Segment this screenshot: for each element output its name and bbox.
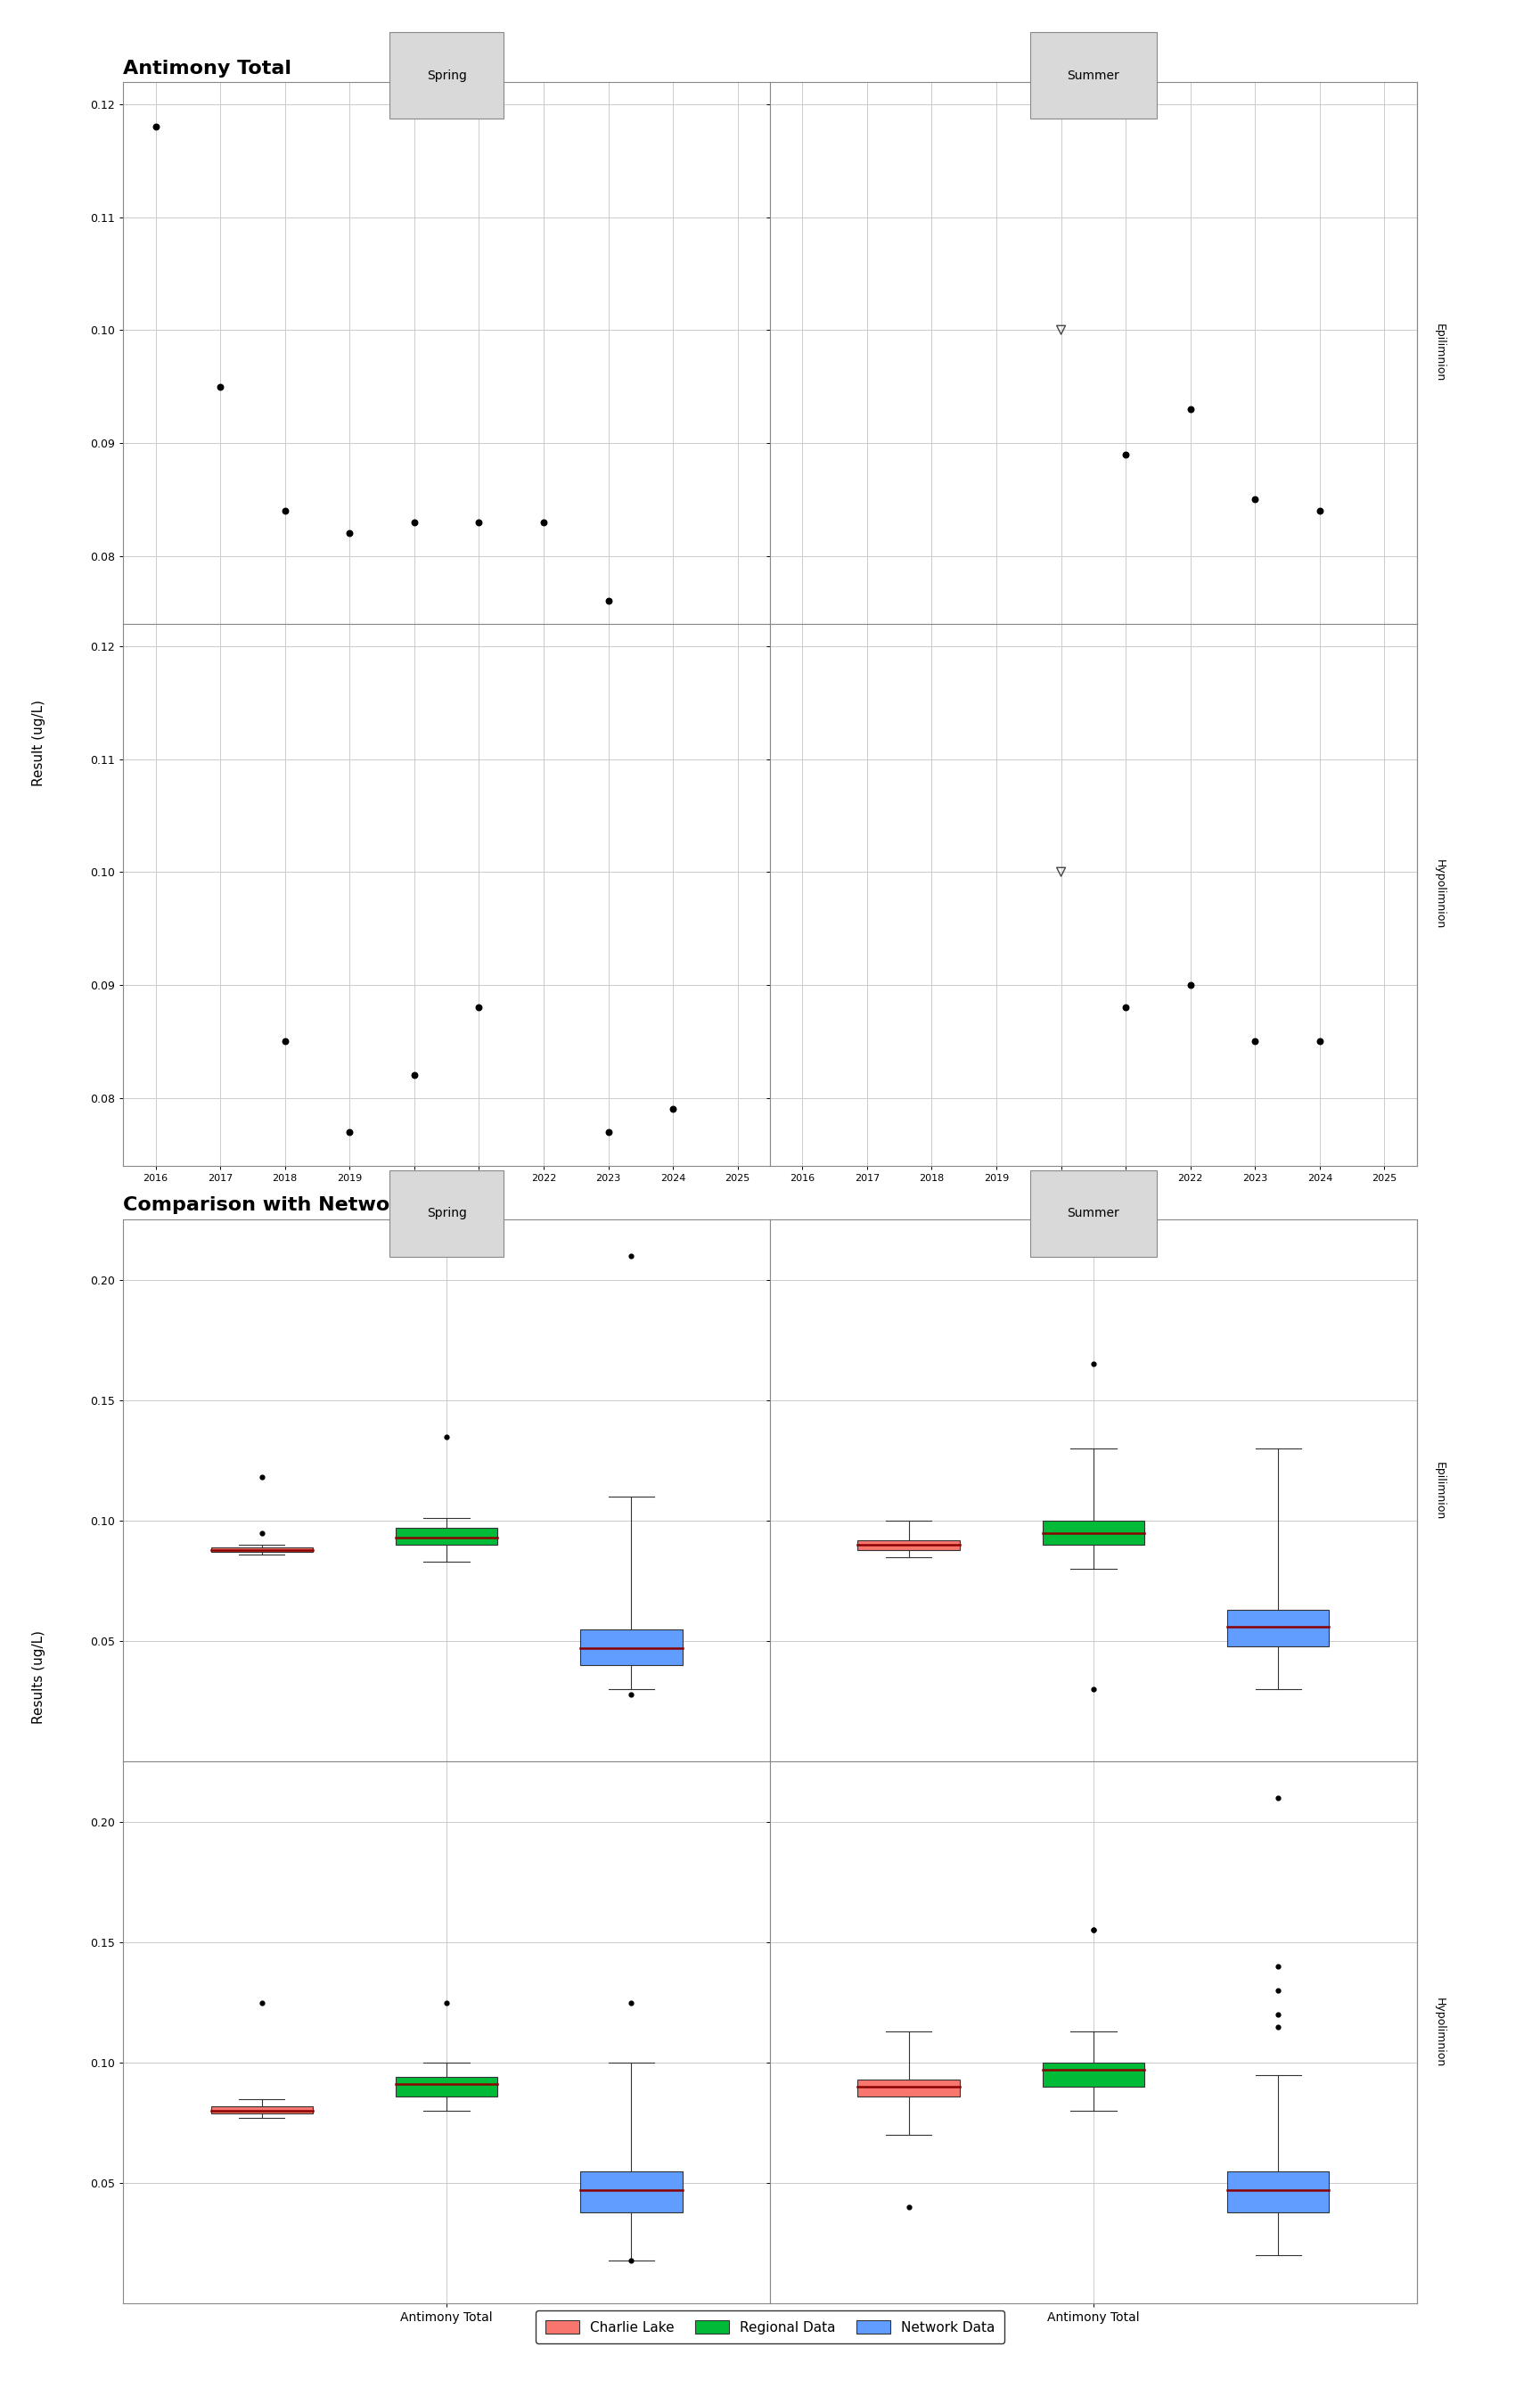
Text: Antimony Total: Antimony Total [123,60,291,77]
Bar [396,2077,497,2096]
Point [596,582,621,621]
Text: Result (ug/L): Result (ug/L) [32,700,45,786]
Bar [858,1541,959,1550]
Point [1081,1670,1106,1708]
Point [531,503,556,541]
Point [1243,479,1267,518]
Y-axis label: Hypolimnion: Hypolimnion [1434,1998,1446,2068]
Point [1266,1996,1291,2034]
Text: Results (ug/L): Results (ug/L) [32,1629,45,1725]
Text: Comparison with Network Data: Comparison with Network Data [123,1196,473,1215]
Point [596,1112,621,1150]
Y-axis label: Epilimnion: Epilimnion [1434,1462,1446,1519]
Title: Spring: Spring [427,1208,467,1220]
Point [1081,1912,1106,1950]
Point [1081,1344,1106,1382]
Point [1113,987,1138,1025]
Point [896,2188,921,2226]
Point [467,987,491,1025]
Point [1178,391,1203,429]
Title: Summer: Summer [1067,69,1120,81]
Point [1266,1972,1291,2010]
Point [467,503,491,541]
Point [402,503,427,541]
Point [337,515,362,553]
Point [1266,1778,1291,1816]
Point [1243,1023,1267,1061]
Point [249,1514,274,1553]
Point [1049,853,1073,891]
Title: Summer: Summer [1067,1208,1120,1220]
Point [1081,1912,1106,1950]
Point [402,1057,427,1095]
Bar [858,2080,959,2096]
Bar [1227,2171,1329,2212]
Bar [211,2106,313,2113]
Y-axis label: Hypolimnion: Hypolimnion [1434,860,1446,930]
Y-axis label: Epilimnion: Epilimnion [1434,323,1446,381]
Point [619,1730,644,1768]
Point [661,1090,685,1129]
Point [619,2240,644,2279]
Point [434,1418,459,1457]
Point [1266,2008,1291,2046]
Point [1178,966,1203,1004]
Bar [581,1629,682,1665]
Point [143,108,168,146]
Point [434,1984,459,2022]
Point [1266,1948,1291,1986]
Point [1113,436,1138,474]
Point [619,1236,644,1275]
Point [1307,1023,1332,1061]
Bar [1043,1521,1144,1545]
Point [249,1984,274,2022]
Bar [211,1548,313,1553]
Point [337,1112,362,1150]
Point [619,1675,644,1713]
Bar [396,1529,497,1545]
Point [208,367,233,405]
Point [273,491,297,530]
Bar [1043,2063,1144,2087]
Point [249,1459,274,1498]
Point [1307,491,1332,530]
Point [273,1023,297,1061]
Title: Spring: Spring [427,69,467,81]
Point [1049,311,1073,350]
Point [619,1984,644,2022]
Legend: Charlie Lake, Regional Data, Network Data: Charlie Lake, Regional Data, Network Dat… [536,2310,1004,2343]
Bar [581,2171,682,2212]
Bar [1227,1610,1329,1646]
